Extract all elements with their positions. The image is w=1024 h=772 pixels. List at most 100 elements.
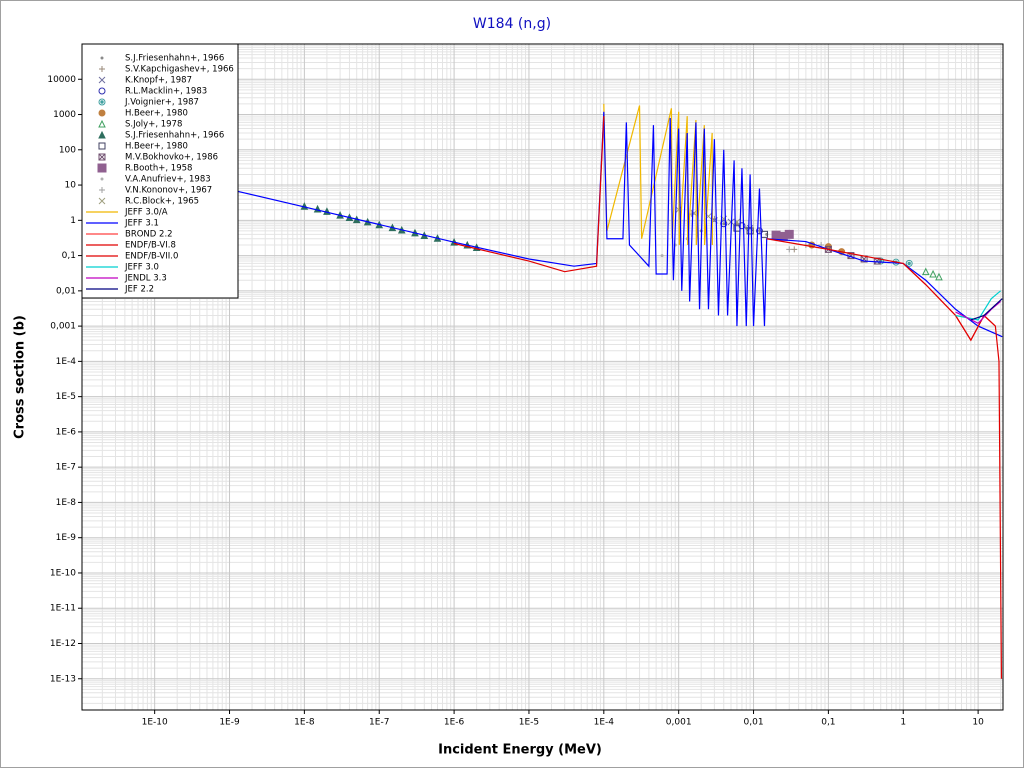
legend-label: JEFF 3.0: [124, 263, 159, 273]
x-tick-label: 1E-5: [519, 718, 539, 728]
legend-label: V.A.Anufriev+, 1983: [125, 175, 211, 185]
y-tick-label: 0,001: [50, 322, 76, 332]
marker-shape: [98, 87, 106, 95]
y-tick-label: 1E-7: [56, 463, 76, 473]
legend-swatch: [97, 163, 107, 173]
legend-label: S.J.Friesenhahn+, 1966: [125, 131, 224, 141]
legend-swatch: [98, 98, 106, 106]
data-point: [660, 254, 664, 258]
series-line: [766, 238, 1003, 679]
series-line: [453, 116, 605, 273]
marker-shape: [98, 142, 106, 150]
legend-label: BROND 2.2: [125, 230, 173, 240]
legend-swatch: [100, 56, 104, 60]
legend-label: JENDL 3.3: [124, 274, 167, 284]
x-tick-label: 1E-7: [369, 718, 389, 728]
legend-swatch: [100, 177, 104, 181]
marker-shape: [98, 197, 106, 205]
y-tick-label: 1E-12: [50, 639, 76, 649]
y-tick-label: 1E-9: [56, 533, 77, 543]
legend-label: JEFF 3.1: [124, 219, 159, 229]
y-tick-label: 1E-10: [50, 568, 76, 578]
marker-shape: [99, 187, 105, 193]
marker-shape: [907, 261, 911, 266]
data-point: [929, 269, 937, 278]
legend-swatch: [98, 109, 106, 117]
y-tick-label: 1E-4: [56, 357, 77, 367]
legend-swatch: [98, 87, 106, 95]
legend-swatch: [98, 142, 106, 150]
axes: 1E-10 1E-9 1E-8 1E-7 1E-6 1E-5 1E-4 0,001 0,01 0,…: [47, 75, 984, 728]
y-tick-label: 0,1: [62, 251, 76, 261]
legend-label: ENDF/B-VI.8: [125, 241, 176, 251]
marker-shape: [929, 269, 937, 278]
legend-label: JEFF 3.0/A: [124, 208, 168, 218]
data-point: [935, 272, 943, 281]
marker-shape: [98, 153, 106, 161]
legend-label: H.Beer+, 1980: [125, 109, 188, 119]
legend-label: JEF 2.2: [124, 285, 154, 295]
marker-shape: [98, 130, 106, 139]
legend-label: M.V.Bokhovko+, 1986: [125, 153, 218, 163]
legend-label: R.Booth+, 1958: [125, 164, 192, 174]
legend-swatch: [98, 197, 106, 205]
y-tick-label: 1E-6: [56, 427, 77, 437]
data-point: [921, 267, 930, 276]
legend: S.J.Friesenhahn+, 1966 S.V.Kapchigashev+,…: [81, 43, 239, 299]
data-point: [738, 222, 746, 230]
x-tick-label: 1: [900, 718, 906, 728]
data-point: [784, 229, 794, 239]
series-line: [229, 111, 1003, 338]
marker-shape: [738, 222, 746, 230]
marker-shape: [935, 272, 943, 281]
marker-shape: [720, 220, 728, 228]
data-point: [720, 220, 728, 228]
data-point: [722, 222, 726, 226]
x-tick-label: 1E-4: [594, 718, 615, 728]
legend-label: S.V.Kapchigashev+, 1966: [125, 65, 234, 75]
marker-shape: [99, 66, 105, 72]
plot: [229, 103, 1003, 679]
y-tick-label: 1E-5: [56, 392, 76, 402]
series-line: [955, 300, 1002, 325]
legend-swatch: [98, 76, 106, 84]
x-tick-label: 0,001: [666, 718, 692, 728]
y-tick-label: 1E-8: [56, 498, 77, 508]
legend-swatch: [98, 153, 106, 161]
marker-shape: [100, 56, 104, 60]
marker-shape: [98, 153, 106, 161]
x-tick-label: 10: [972, 718, 984, 728]
marker-shape: [791, 246, 798, 253]
data-point: [905, 259, 913, 267]
plot-border: [81, 43, 1004, 711]
data-point: [791, 246, 798, 253]
legend-swatch: [98, 130, 106, 139]
y-axis-title: Cross section (b): [13, 315, 28, 439]
legend-label: R.C.Block+, 1965: [125, 197, 199, 207]
marker-shape: [660, 254, 664, 258]
legend-label: S.Joly+, 1978: [125, 120, 182, 130]
legend-label: J.Voignier+, 1987: [124, 98, 199, 108]
y-tick-label: 0,01: [56, 286, 76, 296]
marker-shape: [98, 98, 106, 106]
y-tick-label: 10000: [47, 75, 76, 85]
y-tick-label: 1000: [53, 110, 76, 120]
legend-label: R.L.Macklin+, 1983: [125, 87, 207, 97]
y-tick-label: 1E-11: [50, 604, 76, 614]
marker-shape: [100, 100, 104, 104]
marker-shape: [905, 259, 913, 267]
y-tick-label: 1E-13: [50, 674, 76, 684]
legend-label: H.Beer+, 1980: [125, 142, 188, 152]
x-tick-label: 0,01: [744, 718, 764, 728]
series-line: [603, 103, 713, 246]
marker-shape: [100, 177, 104, 181]
x-tick-label: 0,1: [821, 718, 835, 728]
x-axis-title: Incident Energy (MeV): [438, 743, 602, 758]
y-tick-label: 1: [70, 216, 76, 226]
y-tick-label: 100: [59, 145, 76, 155]
legend-label: ENDF/B-VII.0: [125, 252, 178, 262]
marker-shape: [98, 76, 106, 84]
legend-label: V.N.Kononov+, 1967: [125, 186, 212, 196]
marker-shape: [784, 229, 794, 239]
